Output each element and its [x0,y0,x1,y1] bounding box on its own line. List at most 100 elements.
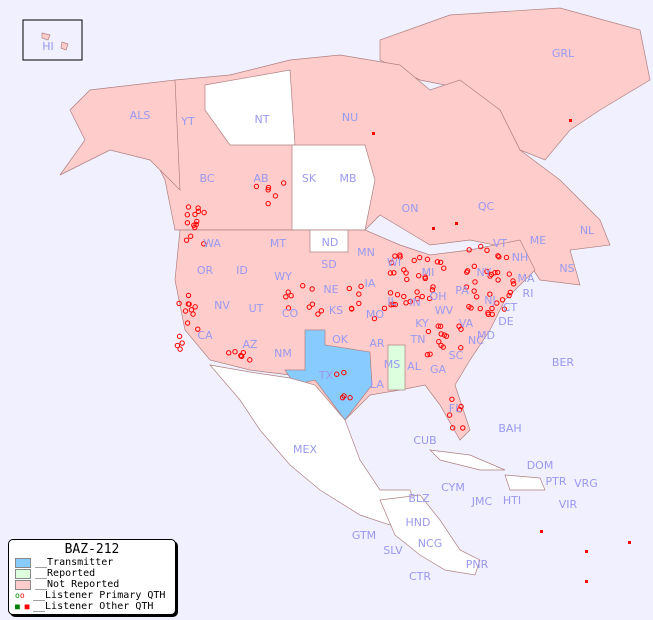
region-label-mi: MI [422,266,435,279]
transmitter-swatch [15,557,31,568]
listener-primary-qth-marker [440,344,446,350]
listener-primary-qth-marker [429,287,436,293]
region-label-oh: OH [430,290,447,303]
listener-primary-qth-marker [285,289,291,295]
region-label-nc: NC [468,334,484,347]
listener-other-qth-marker [569,119,572,122]
listener-primary-qth-marker [388,260,395,266]
listener-primary-qth-marker [487,291,493,297]
region-label-wy: WY [274,270,292,283]
listener-other-qth-marker [585,550,588,553]
listener-primary-qth-marker [424,351,431,358]
listener-primary-qth-marker [507,289,514,296]
region-label-grl: GRL [552,47,575,60]
listener-primary-qth-marker [471,288,477,294]
listener-primary-qth-marker [436,338,442,345]
listener-primary-qth-marker [426,295,433,302]
listener-primary-qth-marker [414,289,420,295]
region-label-ab: AB [253,172,268,185]
listener-primary-qth-marker [438,331,444,337]
listener-primary-qth-marker [403,270,409,276]
listener-primary-qth-marker [240,349,247,356]
region-label-nh: NH [512,251,529,264]
listener-other-qth-marker [372,132,375,135]
listener-primary-qth-marker [397,252,403,258]
region-label-nl: NL [580,224,595,237]
listener-primary-qth-marker [187,233,194,239]
region-label-va: VA [459,317,474,330]
listener-other-qth-marker [540,530,543,533]
region-label-ut: UT [249,302,264,315]
listener-primary-qth-marker [309,301,316,307]
listener-primary-qth-marker [318,308,325,314]
region-label-sc: SC [449,349,464,362]
listener-primary-qth-marker [424,256,431,263]
listener-primary-qth-marker [415,273,422,279]
region-label-mt: MT [270,237,286,250]
region-label-ok: OK [332,333,349,346]
region-label-gtm: GTM [352,529,376,542]
region-label-fl: FL [449,402,462,415]
listener-primary-qth-marker [176,333,183,340]
listener-primary-qth-marker [226,350,232,356]
listener-primary-qth-marker [272,193,279,199]
region-label-slv: SLV [383,544,403,557]
listener-primary-qth-marker [437,323,444,329]
listener-primary-qth-marker [184,212,191,218]
listener-primary-qth-marker [441,265,447,271]
listener-primary-qth-marker [435,323,441,329]
listener-primary-qth-marker [247,357,253,363]
listener-primary-qth-marker [195,326,201,332]
listener-primary-qth-marker [253,183,260,190]
region-label-ncg: NCG [418,537,442,550]
region-label-ns: NS [559,262,574,275]
listener-primary-qth-marker [265,184,272,191]
region-label-on: ON [402,202,419,215]
listener-primary-qth-marker [501,306,508,312]
listener-primary-qth-marker [176,300,182,307]
listener-primary-qth-marker [463,284,470,290]
region-label-vt: VT [493,237,508,250]
listener-primary-qth-marker [185,292,192,299]
listener-primary-qth-marker [288,293,294,299]
listener-primary-qth-marker [348,305,355,312]
legend-label: __Reported [35,568,96,579]
listener-primary-qth-marker [427,351,433,357]
region-label-md: MD [477,329,495,342]
listener-primary-qth-marker [484,247,490,253]
legend-transmitter: __Transmitter [15,557,175,568]
region-label-ctr: CTR [409,570,431,583]
listener-primary-qth-marker [489,305,495,312]
listener-primary-qth-marker [422,275,428,282]
listener-primary-qth-marker [425,328,432,335]
region-label-nm: NM [274,347,292,360]
region-als [59,79,181,191]
listener-other-qth-marker [455,222,458,225]
listener-primary-qth-marker [177,346,183,352]
region-label-id: ID [236,264,248,277]
region-label-hi: HI [42,40,54,53]
listener-primary-qth-marker [478,243,484,250]
listener-primary-qth-marker [404,276,410,283]
listener-primary-qth-marker [195,205,201,211]
region-label-cym: CYM [441,481,465,494]
listener-primary-qth-marker [494,269,501,276]
listener-primary-qth-marker [347,395,353,401]
legend-title: BAZ-212 [64,542,120,557]
listener-primary-qth-marker [346,285,353,292]
region-ms [387,344,406,391]
listener-primary-qth-marker [371,315,378,322]
region-label-pnr: PNR [466,558,489,571]
region-label-or: OR [197,264,214,277]
listener-primary-qth-marker [506,271,512,277]
region-label-ia: IA [365,277,376,290]
listener-primary-qth-marker [315,311,321,317]
listener-primary-qth-marker [494,300,500,306]
region-nd-white [309,229,349,253]
region-label-ga: GA [430,363,447,376]
circle-icon: oo [15,591,25,600]
listener-primary-qth-marker [506,292,512,299]
region-label-ber: BER [552,356,574,369]
